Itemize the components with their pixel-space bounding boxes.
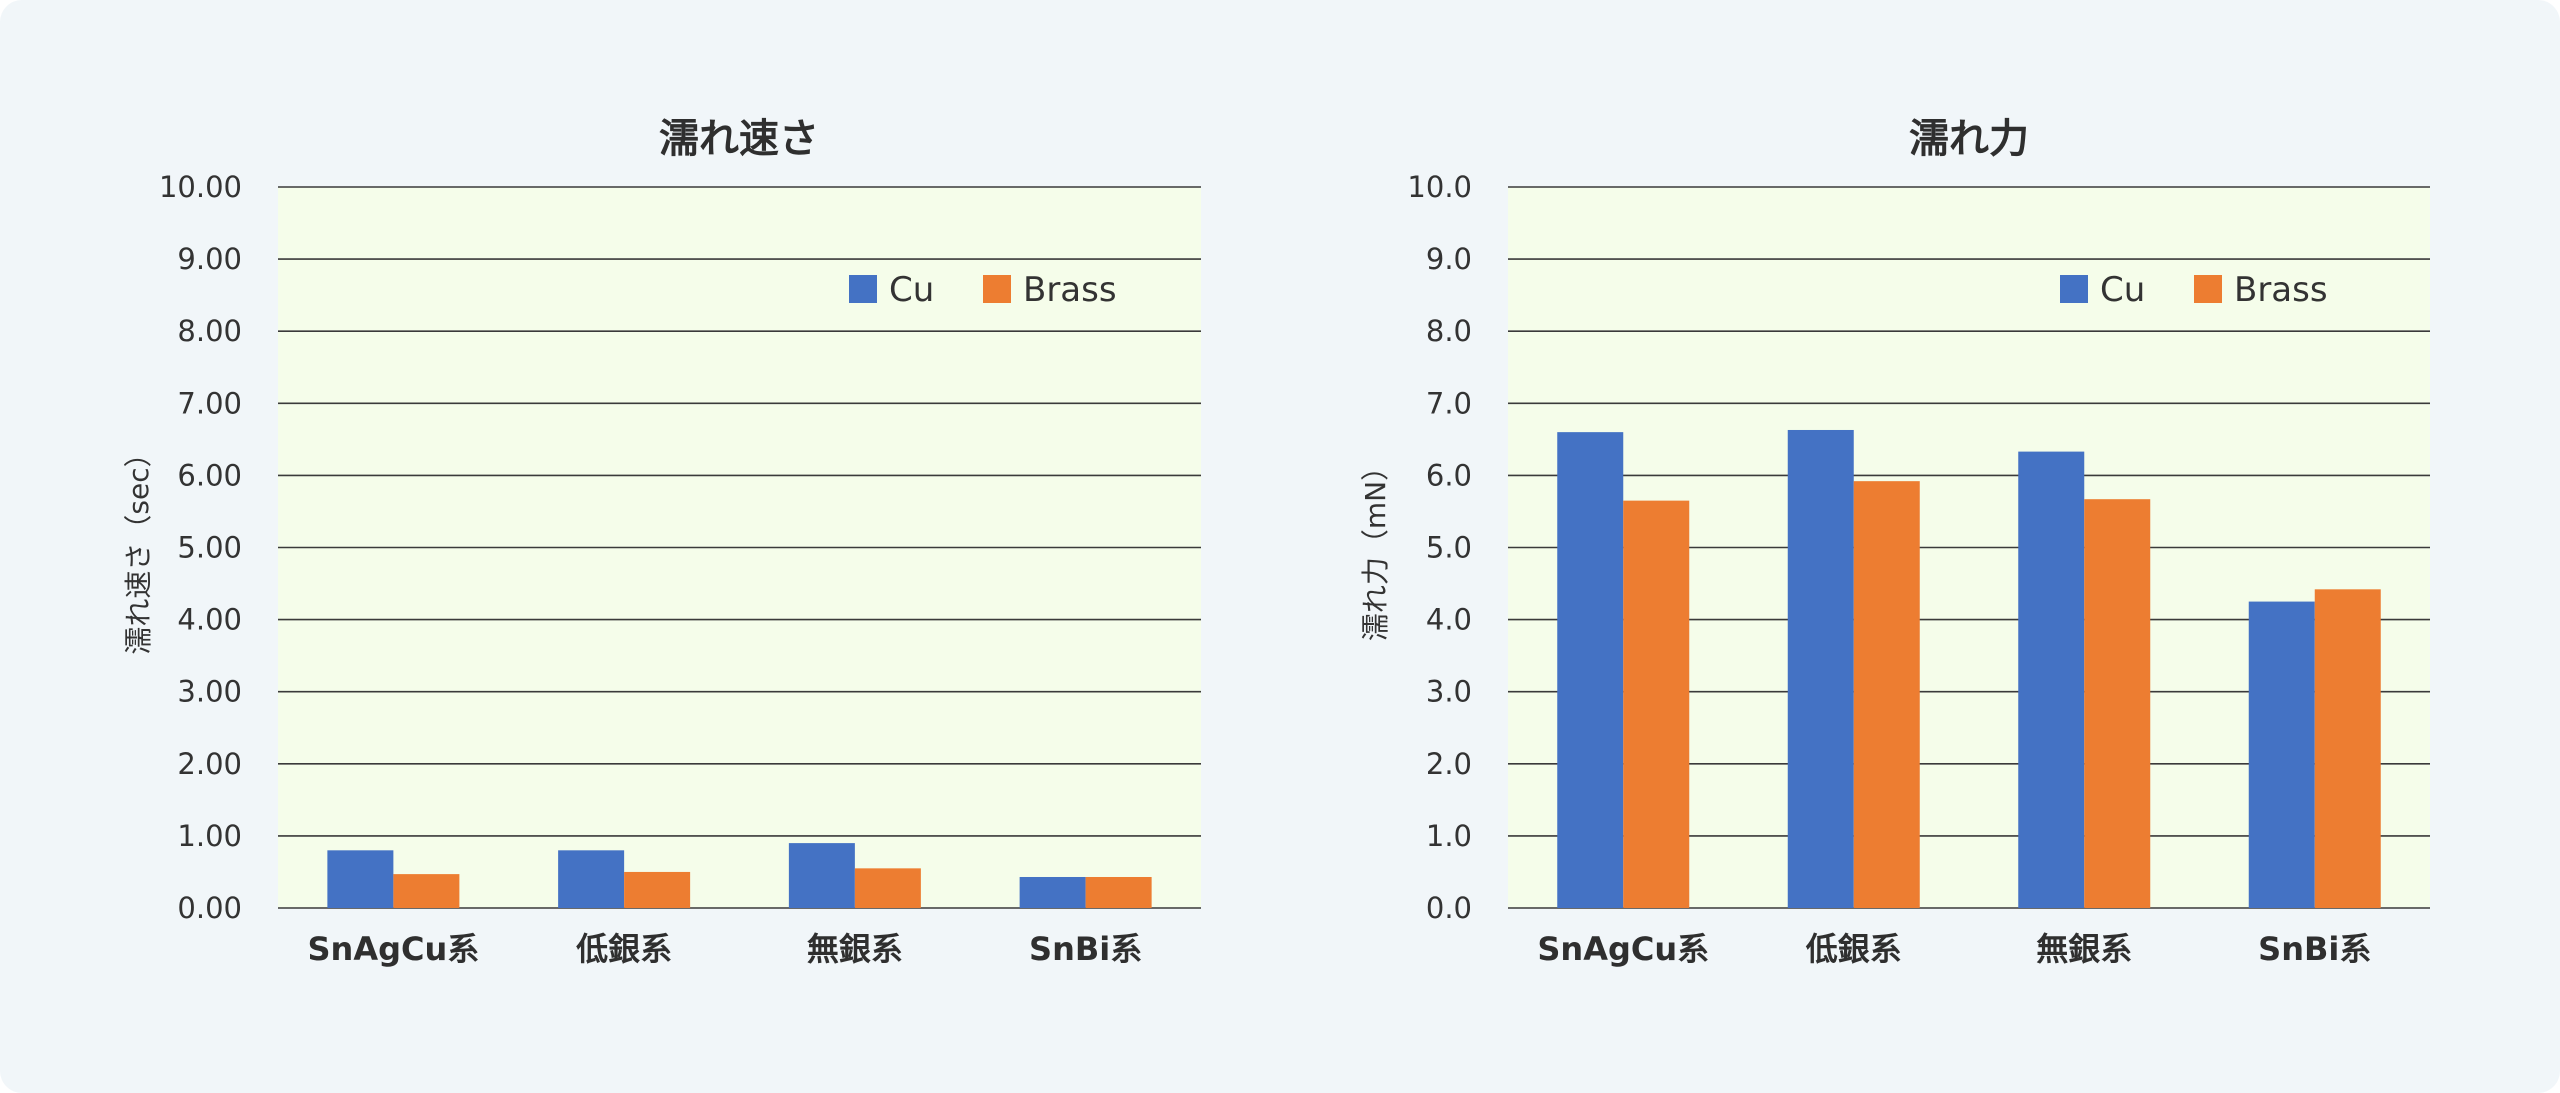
bar-cu-3 [2018,451,2085,908]
bar-brass-2 [1853,481,1920,908]
y-tick-label: 2.00 [177,747,242,781]
y-tick-label: 2.0 [1426,747,1472,781]
x-tick-label: SnBi系 [1029,930,1142,968]
bar-cu-2 [1787,429,1854,908]
y-tick-label: 0.00 [177,891,242,925]
y-tick-label: 7.0 [1426,386,1472,420]
y-tick-label: 10.0 [1407,170,1472,204]
bar-brass-2 [624,871,691,908]
bar-cu-1 [1557,432,1624,908]
y-tick-label: 6.0 [1426,458,1472,492]
x-tick-label: SnAgCu系 [1537,930,1709,968]
legend-swatch-cu [2060,275,2088,303]
bar-brass-4 [1085,876,1152,908]
y-tick-label: 4.0 [1426,603,1472,637]
y-axis-label: 濡れ速さ（sec） [122,439,155,654]
bar-brass-3 [2084,499,2151,908]
y-tick-label: 8.0 [1426,314,1472,348]
y-tick-label: 0.0 [1426,891,1472,925]
y-axis-label: 濡れ力（mN） [1359,453,1392,641]
x-tick-label: 低銀系 [1806,930,1902,968]
y-tick-label: 3.0 [1426,675,1472,709]
chart-title: 濡れ力 [1909,116,2029,162]
x-tick-label: SnBi系 [2258,930,2371,968]
legend-label-brass: Brass [1023,270,1117,310]
y-tick-label: 3.00 [177,675,242,709]
y-tick-label: 4.00 [177,603,242,637]
bar-cu-2 [558,850,625,908]
x-tick-label: 低銀系 [576,930,672,968]
bar-cu-4 [1019,876,1086,908]
y-tick-label: 10.00 [159,170,242,204]
y-tick-label: 1.00 [177,819,242,853]
chart-1: 濡れ速さ 0.00 1.00 2.00 3.00 4.00 5.00 6.00 7.00 8.00… [122,116,1201,968]
x-tick-label: 無銀系 [807,930,903,968]
legend-label-brass: Brass [2234,270,2328,310]
legend-swatch-brass [983,275,1011,303]
legend-label-cu: Cu [2100,270,2145,310]
bar-cu-1 [327,850,394,908]
bar-brass-3 [854,868,921,908]
legend-swatch-brass [2194,275,2222,303]
bar-brass-4 [2314,589,2381,908]
bar-brass-1 [393,874,460,908]
chart-2: 濡れ力 0.0 1.0 2.0 3.0 4.0 5.0 6.0 7.0 8.0 9.0 10.0 濡れ力… [1359,116,2430,968]
legend-swatch-cu [849,275,877,303]
y-tick-label: 5.0 [1426,531,1472,565]
bar-brass-1 [1623,500,1690,908]
y-tick-label: 9.0 [1426,242,1472,276]
legend-label-cu: Cu [889,270,934,310]
y-tick-label: 8.00 [177,314,242,348]
bar-cu-4 [2248,601,2315,908]
y-tick-label: 5.00 [177,531,242,565]
x-tick-label: 無銀系 [2036,930,2132,968]
y-tick-label: 7.00 [177,386,242,420]
y-tick-label: 9.00 [177,242,242,276]
x-tick-label: SnAgCu系 [307,930,479,968]
y-tick-label: 1.0 [1426,819,1472,853]
bar-cu-3 [788,843,855,908]
y-tick-label: 6.00 [177,458,242,492]
chart-title: 濡れ速さ [659,116,819,162]
